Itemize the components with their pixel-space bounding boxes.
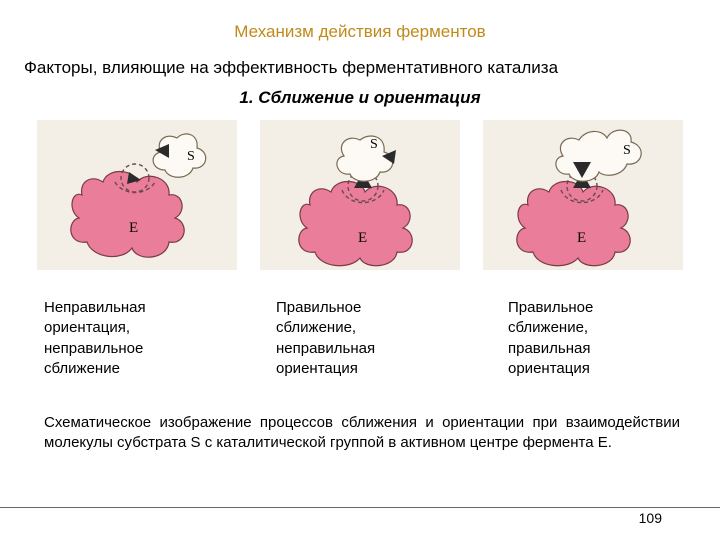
diagram-3: S E — [483, 120, 683, 270]
caption-2: Правильное сближение, неправильная ориен… — [276, 298, 446, 379]
label-s: S — [187, 149, 195, 164]
footer-divider — [0, 507, 720, 508]
label-e: E — [577, 230, 586, 246]
section-heading: 1. Сближение и ориентация — [0, 78, 720, 108]
label-s: S — [623, 143, 631, 158]
label-s: S — [370, 137, 378, 152]
page-number: 109 — [639, 510, 662, 526]
diagram-captions: Неправильная ориентация, неправильное сб… — [0, 270, 720, 379]
label-e: E — [358, 230, 367, 246]
caption-3: Правильное сближение, правильная ориента… — [508, 298, 678, 379]
diagram-2: S E — [260, 120, 460, 270]
enzyme-substrate-svg-3: S E — [483, 120, 683, 270]
footer-description: Схематическое изображение процессов сбли… — [0, 379, 720, 454]
enzyme-substrate-svg-2: S E — [260, 120, 460, 270]
caption-1: Неправильная ориентация, неправильное сб… — [44, 298, 214, 379]
enzyme-substrate-svg-1: S E — [37, 120, 237, 270]
slide-subtitle: Факторы, влияющие на эффективность ферме… — [0, 42, 720, 78]
slide-title: Механизм действия ферментов — [0, 0, 720, 42]
label-e: E — [129, 220, 138, 236]
diagram-1: S E — [37, 120, 237, 270]
diagram-row: S E S E — [0, 108, 720, 270]
